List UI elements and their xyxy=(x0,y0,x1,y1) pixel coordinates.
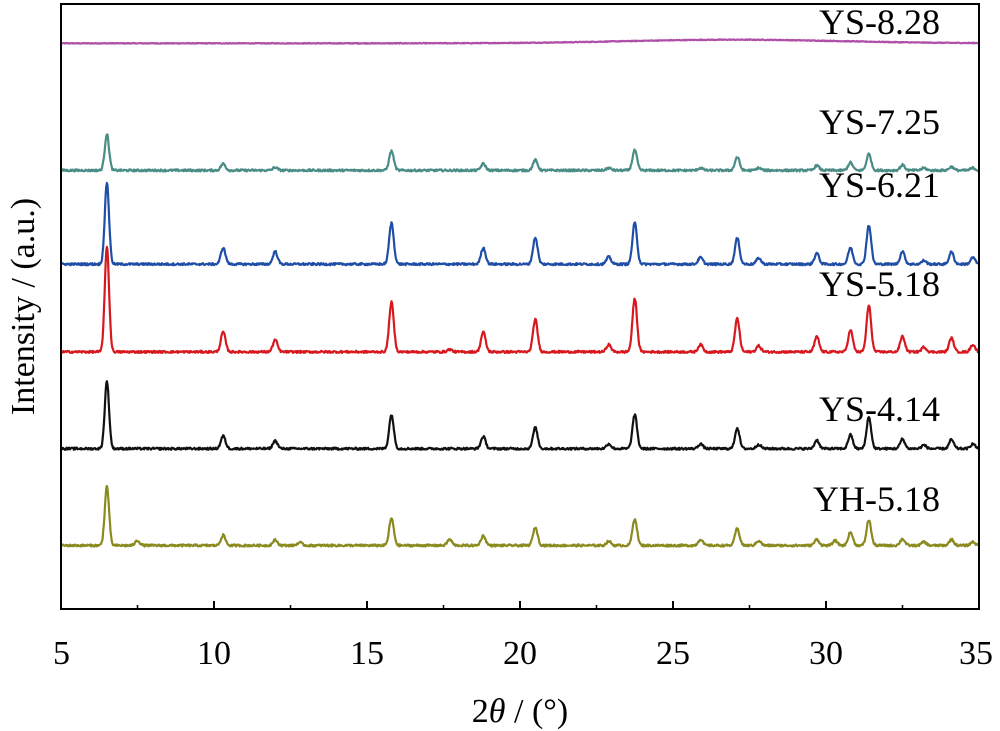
series-label-ys-8.28: YS-8.28 xyxy=(819,2,940,42)
series-line-ys-8.28 xyxy=(60,38,980,45)
x-tick-label: 5 xyxy=(53,635,70,672)
x-tick-label: 25 xyxy=(656,635,690,672)
x-axis-title: 2θ / (°) xyxy=(472,693,568,730)
series-line-ys-5.18 xyxy=(60,245,980,354)
x-axis-title-symbol: θ xyxy=(489,693,506,730)
series-labels: YS-8.28 YS-7.25 YS-6.21 YS-5.18 YS-4.14 YH-5.… xyxy=(813,2,940,519)
x-tick-label: 20 xyxy=(503,635,537,672)
x-axis-title-suffix: / (°) xyxy=(506,693,569,730)
series-label-yh-5.18: YH-5.18 xyxy=(813,479,940,519)
x-tick-label: 30 xyxy=(809,635,843,672)
x-tick-label: 15 xyxy=(350,635,384,672)
series-line-yh-5.18 xyxy=(60,484,980,548)
series-line-ys-7.25 xyxy=(60,133,980,173)
series-line-ys-4.14 xyxy=(60,380,980,451)
x-tick-label: 10 xyxy=(197,635,231,672)
series-line-ys-6.21 xyxy=(60,181,980,267)
series-label-ys-6.21: YS-6.21 xyxy=(819,165,940,205)
x-axis-ticks: 5 10 15 20 25 30 35 xyxy=(53,601,993,672)
series-label-ys-5.18: YS-5.18 xyxy=(819,264,940,304)
x-tick-label: 35 xyxy=(959,635,993,672)
y-axis-title: Intensity / (a.u.) xyxy=(5,198,42,415)
series-group xyxy=(60,38,980,548)
x-axis-title-prefix: 2 xyxy=(472,693,489,730)
series-label-ys-4.14: YS-4.14 xyxy=(819,389,940,429)
series-label-ys-7.25: YS-7.25 xyxy=(819,102,940,142)
